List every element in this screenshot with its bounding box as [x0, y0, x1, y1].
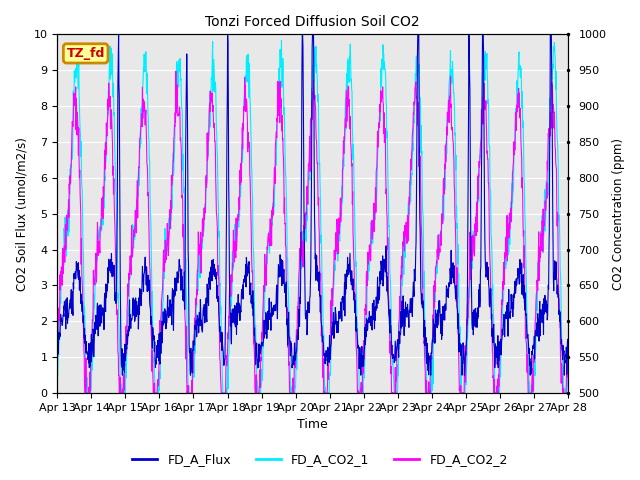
FD_A_CO2_2: [282, 221, 289, 227]
Y-axis label: CO2 Soil Flux (umol/m2/s): CO2 Soil Flux (umol/m2/s): [15, 137, 28, 291]
FD_A_CO2_2: [53, 344, 61, 349]
FD_A_CO2_1: [84, 390, 92, 396]
FD_A_CO2_1: [345, 61, 353, 67]
Line: FD_A_CO2_1: FD_A_CO2_1: [57, 40, 568, 393]
X-axis label: Time: Time: [297, 419, 328, 432]
FD_A_CO2_2: [345, 84, 353, 90]
Line: FD_A_Flux: FD_A_Flux: [57, 35, 568, 375]
FD_A_CO2_2: [291, 355, 298, 361]
FD_A_Flux: [564, 354, 572, 360]
Line: FD_A_CO2_2: FD_A_CO2_2: [57, 72, 568, 393]
FD_A_Flux: [53, 332, 61, 337]
FD_A_Flux: [118, 372, 126, 378]
FD_A_Flux: [345, 272, 353, 277]
FD_A_Flux: [114, 151, 122, 156]
FD_A_CO2_1: [278, 37, 285, 43]
Y-axis label: CO2 Concentration (ppm): CO2 Concentration (ppm): [612, 138, 625, 290]
FD_A_CO2_1: [114, 297, 122, 302]
Text: TZ_fd: TZ_fd: [67, 47, 105, 60]
FD_A_CO2_1: [282, 162, 289, 168]
Title: Tonzi Forced Diffusion Soil CO2: Tonzi Forced Diffusion Soil CO2: [205, 15, 420, 29]
FD_A_CO2_2: [271, 165, 278, 170]
FD_A_CO2_1: [564, 378, 572, 384]
FD_A_CO2_1: [291, 390, 298, 396]
Legend: FD_A_Flux, FD_A_CO2_1, FD_A_CO2_2: FD_A_Flux, FD_A_CO2_1, FD_A_CO2_2: [127, 448, 513, 471]
FD_A_CO2_1: [93, 257, 101, 263]
FD_A_CO2_2: [114, 349, 122, 355]
FD_A_Flux: [291, 341, 298, 347]
FD_A_CO2_2: [172, 69, 180, 74]
FD_A_CO2_2: [93, 241, 101, 247]
FD_A_CO2_2: [564, 344, 572, 350]
FD_A_Flux: [282, 282, 289, 288]
FD_A_CO2_1: [53, 358, 61, 363]
FD_A_CO2_2: [81, 390, 89, 396]
FD_A_CO2_1: [271, 204, 278, 210]
FD_A_Flux: [271, 305, 278, 311]
FD_A_Flux: [115, 32, 122, 37]
FD_A_Flux: [93, 326, 100, 332]
